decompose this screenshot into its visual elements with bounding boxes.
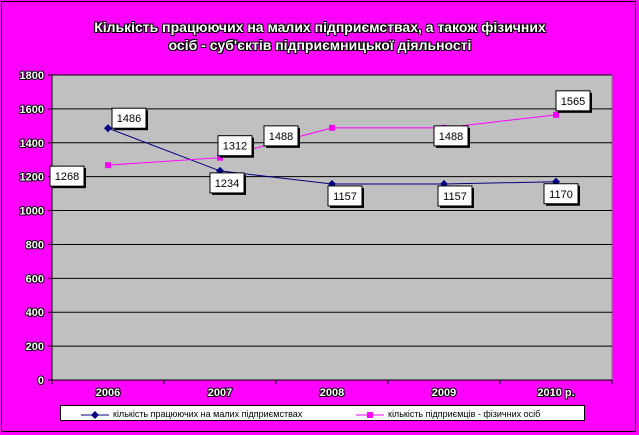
- y-tick-label-1800: 1800: [20, 70, 44, 82]
- legend-item-entrepreneurs: кількість підприємців - фізичних осіб: [356, 407, 540, 421]
- y-tick-label-400: 400: [26, 307, 44, 319]
- data-label-workers-2: 1157: [333, 191, 357, 203]
- y-tick-label-200: 200: [26, 341, 44, 353]
- legend-symbol-workers: [81, 410, 109, 419]
- x-tick-label-2010: 2010 р.: [537, 387, 574, 399]
- data-label-entrepreneurs-0: 1268: [55, 171, 79, 183]
- legend-label-entrepreneurs: кількість підприємців - фізичних осіб: [388, 409, 541, 419]
- y-tick-label-1200: 1200: [20, 172, 44, 184]
- legend: кількість працюючих на малих підприємств…: [60, 405, 585, 421]
- data-label-box-entrepreneurs-2: [263, 125, 299, 147]
- data-label-box-workers-4: [543, 183, 579, 205]
- chart-title-line-2: осіб - суб'єктів підприємницької діяльно…: [168, 37, 472, 53]
- point-entrepreneurs-2: [329, 124, 335, 131]
- y-tick-label-1600: 1600: [20, 104, 44, 116]
- x-tick-label-2006: 2006: [96, 387, 120, 399]
- data-label-box-entrepreneurs-1: [217, 135, 253, 157]
- y-tick-label-1400: 1400: [20, 138, 44, 150]
- data-label-workers-4: 1170: [549, 189, 573, 201]
- data-label-box-workers-2: [327, 185, 363, 207]
- data-label-entrepreneurs-1: 1312: [223, 141, 247, 153]
- x-tick-label-2008: 2008: [320, 387, 344, 399]
- chart-title-line-1: Кількість працюючих на малих підприємств…: [94, 19, 546, 35]
- legend-item-workers: кількість працюючих на малих підприємств…: [81, 407, 302, 421]
- data-label-box-workers-1: [209, 172, 245, 194]
- point-workers-0: [104, 124, 112, 133]
- data-label-box-workers-0: [111, 107, 147, 129]
- data-label-box-workers-3: [437, 185, 473, 207]
- data-label-workers-3: 1157: [443, 191, 467, 203]
- data-label-box-entrepreneurs-4: [555, 90, 591, 112]
- y-tick-label-1000: 1000: [20, 206, 44, 218]
- data-label-entrepreneurs-2: 1488: [269, 131, 293, 143]
- data-label-box-entrepreneurs-0: [49, 165, 85, 187]
- data-label-workers-0: 1486: [117, 113, 141, 125]
- data-label-entrepreneurs-3: 1488: [439, 131, 463, 143]
- chart-title: Кількість працюючих на малих підприємств…: [40, 18, 600, 54]
- data-label-workers-1: 1234: [215, 178, 239, 190]
- point-entrepreneurs-0: [105, 162, 111, 169]
- y-tick-label-0: 0: [38, 375, 44, 387]
- legend-label-workers: кількість працюючих на малих підприємств…: [113, 409, 303, 419]
- y-tick-label-600: 600: [26, 273, 44, 285]
- y-tick-label-800: 800: [26, 239, 44, 251]
- data-label-box-entrepreneurs-3: [433, 125, 469, 147]
- point-entrepreneurs-4: [553, 111, 559, 118]
- x-tick-label-2007: 2007: [208, 387, 232, 399]
- x-tick-label-2009: 2009: [432, 387, 456, 399]
- data-label-entrepreneurs-4: 1565: [561, 96, 585, 108]
- legend-symbol-entrepreneurs: [356, 411, 384, 418]
